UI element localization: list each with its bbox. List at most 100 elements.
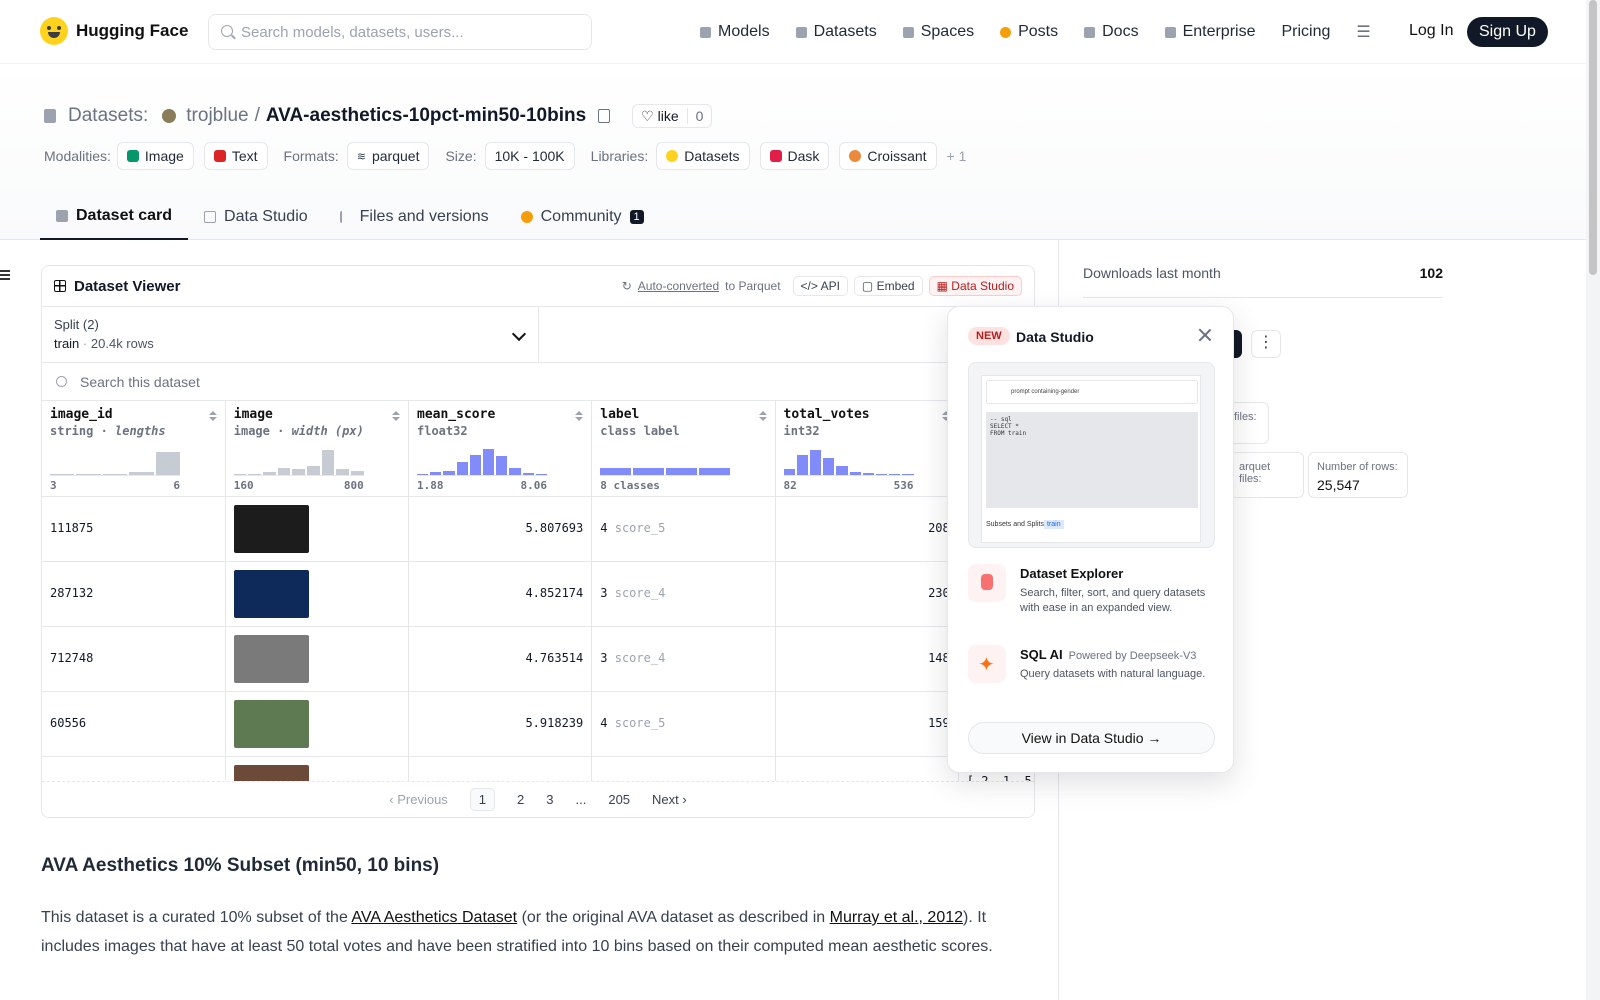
histogram-bar[interactable] [469, 454, 482, 475]
image-thumbnail[interactable] [233, 569, 309, 618]
tab-dataset-card[interactable]: Dataset card [40, 194, 189, 240]
tag-datasets[interactable]: Datasets [656, 142, 750, 170]
search-input[interactable]: Search models, datasets, users... [208, 14, 592, 50]
histogram-bar[interactable] [783, 469, 795, 475]
histogram-bar[interactable] [509, 467, 521, 475]
histogram-bar[interactable] [600, 467, 632, 475]
cell-label[interactable]: 4 score_5 [591, 691, 776, 757]
like-button[interactable]: ♡ like 0 [632, 104, 713, 128]
ava-link[interactable]: AVA Aesthetics Dataset [351, 909, 518, 926]
cell-label[interactable]: 3 score_4 [591, 626, 776, 692]
column-header-image_id[interactable]: image_id string · lengths 3 6 [42, 401, 226, 497]
more-libraries[interactable]: + 1 [946, 148, 967, 164]
api-button[interactable]: </> API [792, 276, 848, 296]
tag-image[interactable]: Image [116, 142, 194, 170]
cell-mean-score[interactable]: 5.807693 [408, 496, 593, 562]
tag-text[interactable]: Text [203, 142, 268, 170]
histogram-bar[interactable] [336, 469, 350, 475]
scrollbar-thumb[interactable] [1589, 0, 1597, 275]
more-menu-button[interactable]: ☰ [1356, 22, 1370, 42]
cell-image-id[interactable]: 287132 [42, 561, 226, 627]
cell-label[interactable]: 3 score_4 [591, 561, 776, 627]
histogram-bar[interactable] [292, 469, 306, 475]
histogram-bar[interactable] [430, 472, 442, 475]
histogram-bar[interactable] [836, 466, 848, 475]
cell-total-votes[interactable]: 230 [775, 561, 959, 627]
histogram-bar[interactable] [443, 470, 455, 475]
column-header-mean_score[interactable]: mean_score float32 1.88 8.06 [408, 401, 593, 497]
page-last[interactable]: 205 [608, 792, 631, 807]
histogram-bar[interactable] [889, 473, 901, 475]
tag-croissant[interactable]: Croissant [839, 142, 937, 170]
page-scrollbar[interactable] [1586, 0, 1600, 1000]
sort-icon[interactable] [941, 411, 950, 421]
section-label[interactable]: Datasets: [68, 105, 149, 126]
sort-icon[interactable] [575, 411, 584, 421]
sort-icon[interactable] [758, 411, 767, 421]
histogram-bar[interactable] [50, 473, 75, 475]
histogram-bar[interactable] [102, 473, 128, 475]
histogram-bar[interactable] [849, 471, 861, 475]
owner-link[interactable]: trojblue [186, 105, 249, 126]
histogram-bar[interactable] [496, 456, 508, 475]
cell-label[interactable]: 4 score_5 [591, 496, 776, 562]
cell-mean-score[interactable]: 4.763514 [408, 626, 593, 692]
cell-image[interactable] [225, 626, 410, 692]
tag-parquet[interactable]: ≋ parquet [346, 142, 430, 170]
cell-image-id[interactable]: 111875 [42, 496, 226, 562]
login-link[interactable]: Log In [1409, 22, 1454, 39]
nav-models[interactable]: Models [700, 23, 770, 41]
histogram-bar[interactable] [633, 467, 665, 475]
dataset-search-input[interactable]: Search this dataset [42, 363, 1034, 401]
histogram-bar[interactable] [699, 467, 731, 475]
nav-pricing[interactable]: Pricing [1281, 23, 1330, 41]
auto-converted-link[interactable]: Auto-converted [637, 279, 720, 293]
cell-image-id[interactable]: 712748 [42, 626, 226, 692]
histogram-bar[interactable] [248, 473, 262, 475]
embed-button[interactable]: ▢ Embed [853, 276, 923, 296]
histogram-bar[interactable] [456, 461, 468, 475]
histogram-bar[interactable] [902, 473, 914, 475]
histogram-bar[interactable] [321, 450, 335, 475]
histogram-bar[interactable] [483, 448, 495, 475]
split-select[interactable]: Split (2) train · 20.4k rows [42, 307, 539, 363]
column-header-label[interactable]: label class label 8 classes [591, 401, 776, 497]
histogram-bar[interactable] [277, 467, 291, 475]
histogram-bar[interactable] [666, 467, 698, 475]
histogram-bar[interactable] [263, 472, 276, 475]
image-thumbnail[interactable] [233, 504, 309, 553]
column-header-total_votes[interactable]: total_votes int32 82 536 [775, 401, 959, 497]
cell-image[interactable] [225, 691, 410, 757]
cell-image[interactable] [225, 496, 410, 562]
histogram-bar[interactable] [875, 473, 888, 475]
histogram-bar[interactable] [351, 470, 364, 475]
page-3[interactable]: 3 [546, 792, 554, 807]
logo[interactable]: Hugging Face [40, 17, 188, 45]
histogram-bar[interactable] [307, 466, 320, 475]
view-in-data-studio-button[interactable]: View in Data Studio → [968, 722, 1215, 754]
sort-icon[interactable] [392, 411, 400, 421]
cell-image[interactable] [225, 561, 410, 627]
cell-mean-score[interactable]: 5.918239 [408, 691, 593, 757]
histogram-bar[interactable] [862, 472, 874, 475]
nav-datasets[interactable]: Datasets [795, 23, 877, 41]
histogram-bar[interactable] [809, 450, 822, 475]
nav-posts[interactable]: Posts [1000, 23, 1058, 41]
cell-total-votes[interactable]: 148 [775, 626, 959, 692]
histogram-bar[interactable] [535, 473, 548, 475]
nav-enterprise[interactable]: Enterprise [1164, 23, 1255, 41]
nav-spaces[interactable]: Spaces [902, 23, 974, 41]
histogram-bar[interactable] [796, 454, 808, 475]
prev-button[interactable]: ‹ Previous [389, 792, 448, 807]
histogram-bar[interactable] [155, 451, 181, 475]
column-header-image[interactable]: image image · width (px) 160 800 [225, 401, 410, 497]
image-thumbnail[interactable] [233, 699, 309, 748]
tab-data-studio[interactable]: Data Studio [188, 194, 324, 240]
tab-community[interactable]: Community 1 [505, 194, 660, 240]
cell-total-votes[interactable]: 208 [775, 496, 959, 562]
signup-button[interactable]: Sign Up [1467, 17, 1548, 47]
more-options-icon[interactable]: ⋮ [1251, 330, 1281, 358]
